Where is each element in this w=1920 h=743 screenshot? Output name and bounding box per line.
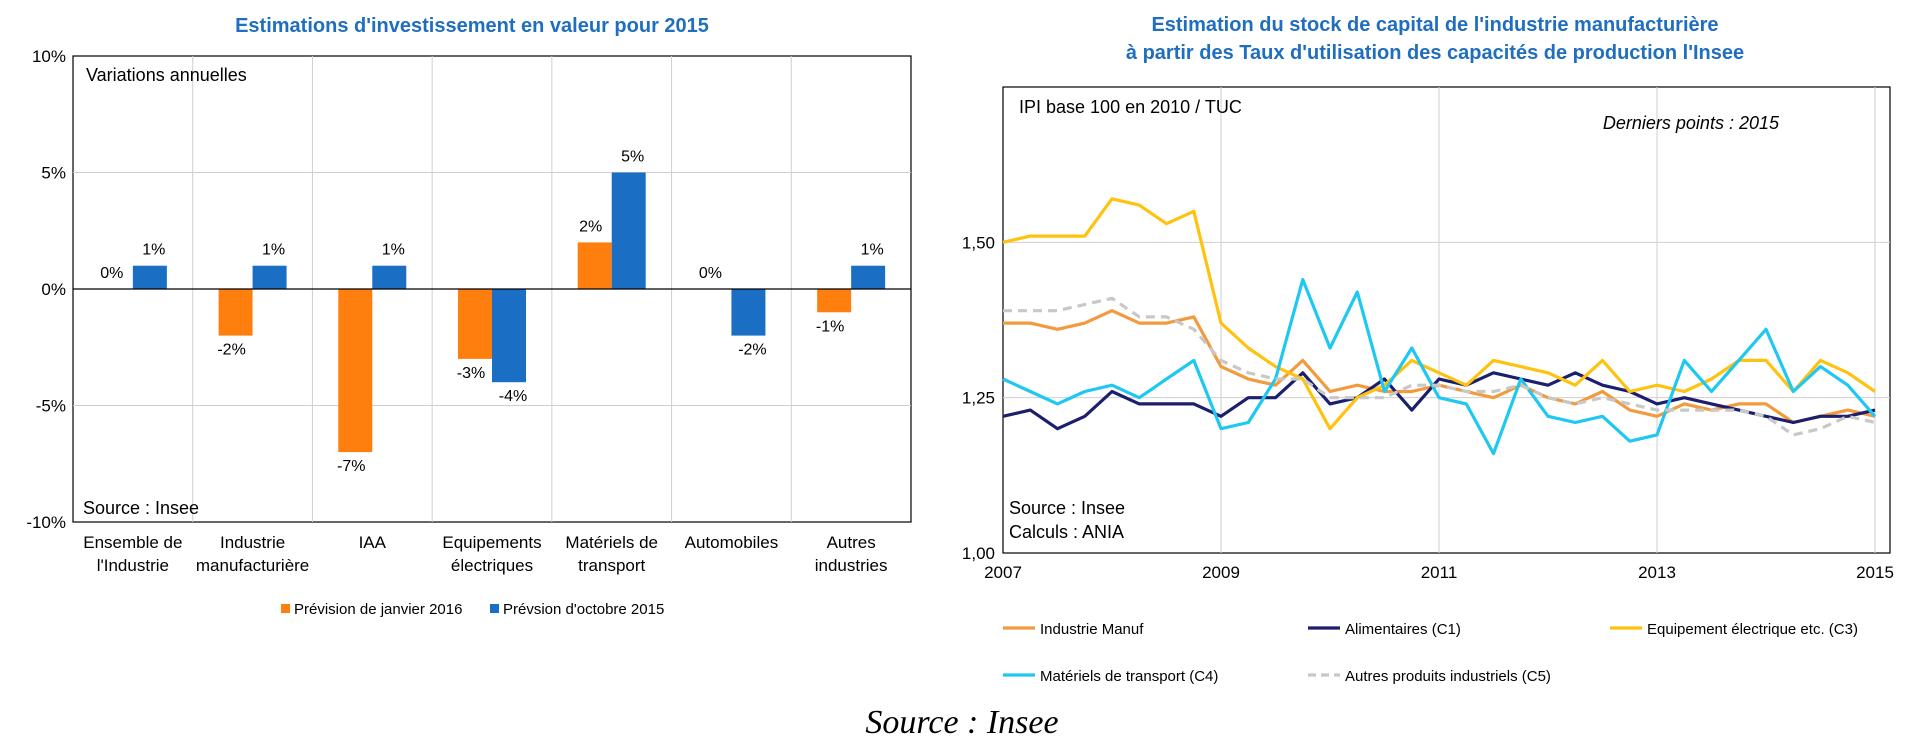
bar-note-variations: Variations annuelles <box>86 65 247 85</box>
bar-1-3 <box>492 289 526 383</box>
bar-1-5 <box>731 289 766 336</box>
bar-data-label: -2% <box>738 342 766 359</box>
line-chart: Estimation du stock de capital de l'indu… <box>962 14 1894 685</box>
bar-chart-title: Estimations d'investissement en valeur p… <box>235 15 709 37</box>
bar-0-6 <box>817 289 852 313</box>
line-plot-frame <box>1002 86 1891 554</box>
line-legend: Industrie Manuf Alimentaires (C1) Equipeme… <box>1003 621 1858 685</box>
bar-data-label: -7% <box>337 458 365 475</box>
bar-chart: Estimations d'investissement en valeur p… <box>26 15 912 618</box>
line-gridlines <box>1003 87 1890 553</box>
line-x-axis: 2007 2009 2011 2013 2015 <box>984 563 1894 582</box>
bar-x-axis: Ensemble de l'Industrie Industrie manufactu… <box>83 533 887 575</box>
bar-0-2 <box>338 289 373 453</box>
bar-data-label: 0% <box>699 265 722 282</box>
bar-category-label: Autres <box>827 533 876 552</box>
line-legend-label-4: Autres produits industriels (C5) <box>1345 668 1551 685</box>
line-series-4 <box>1003 296 1876 437</box>
bar-legend-label-1: Prévsion d'octobre 2015 <box>503 601 664 618</box>
bar-data-label: -3% <box>457 365 485 382</box>
bar-category-label: Automobiles <box>685 533 779 552</box>
line-x-tick-label: 2011 <box>1421 563 1458 582</box>
bar-category-label: manufacturière <box>196 556 309 575</box>
bar-data-label: 1% <box>861 242 884 259</box>
line-y-tick-label: 1,50 <box>962 233 995 252</box>
line-y-tick-label: 1,25 <box>962 389 995 408</box>
bar-category-label: Matériels de <box>565 533 658 552</box>
line-series <box>1002 197 1877 456</box>
bar-data-label: 2% <box>579 218 602 235</box>
line-note-source: Source : Insee <box>1009 498 1125 518</box>
bar-category-label: Equipements <box>442 533 541 552</box>
bar-y-axis: 10% 5% 0% -5% -10% <box>26 47 66 532</box>
bar-category-label: transport <box>578 556 645 575</box>
bar-category-label: Industrie <box>220 533 285 552</box>
bar-legend-swatch-1 <box>490 604 499 613</box>
bar-legend-label-0: Prévision de janvier 2016 <box>294 601 462 618</box>
bar-legend: Prévision de janvier 2016 Prévsion d'octo… <box>281 601 664 618</box>
bar-category-label: l'Industrie <box>97 556 169 575</box>
bar-1-1 <box>252 265 287 289</box>
line-note-ipi: IPI base 100 en 2010 / TUC <box>1019 97 1242 117</box>
bar-y-tick-label: -10% <box>26 513 66 532</box>
bar-data-label: -4% <box>499 388 527 405</box>
bar-data-label: -2% <box>217 342 245 359</box>
bar-category-label: Ensemble de <box>83 533 182 552</box>
bar-1-2 <box>372 265 407 289</box>
bar-category-label: industries <box>815 556 888 575</box>
bar-y-tick-label: 10% <box>32 47 66 66</box>
bar-data-label: 1% <box>262 242 285 259</box>
bar-y-tick-label: -5% <box>36 397 66 416</box>
bar-data-label: -1% <box>816 318 844 335</box>
line-note-last-points: Derniers points : 2015 <box>1603 113 1780 133</box>
line-legend-label-3: Matériels de transport (C4) <box>1040 668 1218 685</box>
line-x-tick-label: 2009 <box>1202 563 1240 582</box>
line-series-3 <box>1002 278 1877 456</box>
bar-data-label: 5% <box>621 149 644 166</box>
bar-data-label: 1% <box>382 242 405 259</box>
bar-y-tick-label: 0% <box>41 280 66 299</box>
bar-note-source: Source : Insee <box>83 498 199 518</box>
bar-0-3 <box>458 289 492 359</box>
line-chart-title-line2: à partir des Taux d'utilisation des capa… <box>1126 42 1744 64</box>
bar-1-4 <box>611 172 646 289</box>
bar-data-label: 1% <box>142 242 165 259</box>
line-y-tick-label: 1,00 <box>962 544 995 563</box>
line-chart-title-line1: Estimation du stock de capital de l'indu… <box>1151 14 1718 36</box>
bar-series <box>132 172 886 453</box>
footer-source: Source : Insee <box>865 704 1058 741</box>
line-y-axis: 1,00 1,25 1,50 <box>962 233 995 563</box>
line-x-tick-label: 2007 <box>984 563 1022 582</box>
bar-1-6 <box>851 265 886 289</box>
line-x-tick-label: 2013 <box>1638 563 1676 582</box>
bar-data-labels: 0% 1% -2% 1% -7% 1% -3% -4% 2% 5% 0% -2% -1% 1% <box>100 149 883 476</box>
bar-category-label: électriques <box>451 556 533 575</box>
bar-y-tick-label: 5% <box>41 164 66 183</box>
bar-gridlines <box>73 56 911 522</box>
bar-0-4 <box>577 242 612 289</box>
line-x-tick-label: 2015 <box>1856 563 1894 582</box>
line-series-1 <box>1002 371 1876 431</box>
line-legend-label-0: Industrie Manuf <box>1040 621 1144 638</box>
bar-legend-swatch-0 <box>281 604 290 613</box>
line-note-calculs: Calculs : ANIA <box>1009 522 1124 542</box>
bar-0-1 <box>218 289 253 336</box>
line-legend-label-1: Alimentaires (C1) <box>1345 621 1461 638</box>
line-legend-label-2: Equipement électrique etc. (C3) <box>1647 621 1858 638</box>
bar-data-label: 0% <box>100 265 123 282</box>
line-series-2 <box>1002 197 1876 431</box>
bar-category-label: IAA <box>359 533 387 552</box>
bar-1-0 <box>132 265 167 289</box>
